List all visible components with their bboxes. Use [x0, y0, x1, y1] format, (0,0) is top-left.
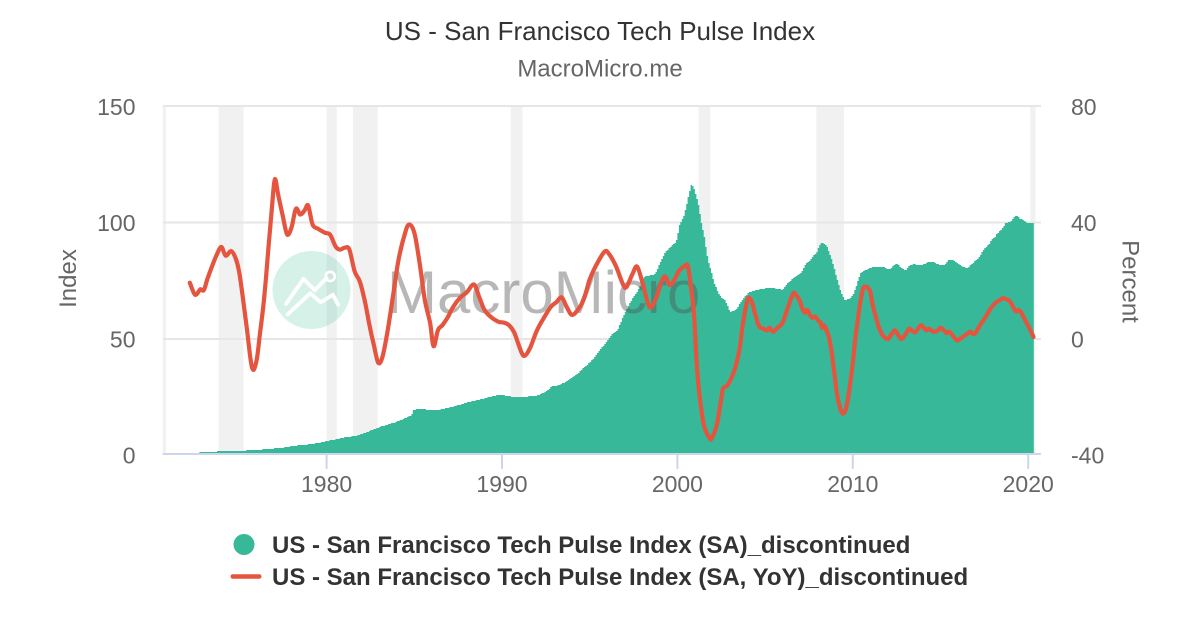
svg-text:1990: 1990 — [476, 471, 527, 497]
svg-text:US - San Francisco Tech Pulse: US - San Francisco Tech Pulse Index (SA)… — [272, 532, 910, 559]
svg-text:US - San Francisco Tech Pulse: US - San Francisco Tech Pulse Index — [385, 16, 815, 46]
svg-text:US - San Francisco Tech Pulse: US - San Francisco Tech Pulse Index (SA,… — [272, 564, 968, 591]
svg-text:Index: Index — [55, 249, 82, 308]
svg-text:150: 150 — [97, 94, 135, 120]
svg-text:0: 0 — [123, 443, 136, 469]
svg-text:0: 0 — [1071, 327, 1084, 353]
svg-text:1980: 1980 — [301, 471, 352, 497]
svg-text:2000: 2000 — [652, 471, 703, 497]
svg-text:50: 50 — [110, 327, 136, 353]
svg-text:40: 40 — [1071, 210, 1097, 236]
svg-text:100: 100 — [97, 210, 135, 236]
svg-text:-40: -40 — [1071, 443, 1104, 469]
svg-text:80: 80 — [1071, 94, 1097, 120]
svg-text:Percent: Percent — [1117, 240, 1144, 323]
svg-text:MacroMicro.me: MacroMicro.me — [517, 56, 682, 83]
svg-text:2020: 2020 — [1003, 471, 1054, 497]
svg-text:2010: 2010 — [827, 471, 878, 497]
